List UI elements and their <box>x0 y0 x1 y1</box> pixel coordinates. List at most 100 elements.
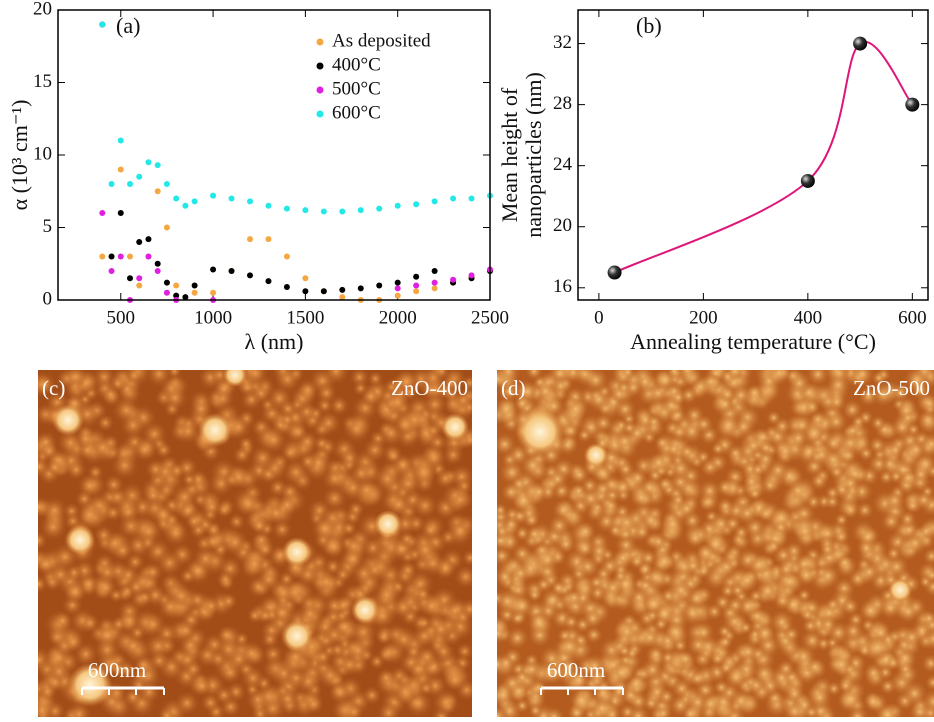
grain <box>871 370 887 386</box>
grain <box>272 604 291 622</box>
data-point <box>108 181 115 187</box>
y-axis-label: α (10³ cm⁻¹) <box>7 100 32 211</box>
image-title: ZnO-400 <box>391 376 468 400</box>
data-point <box>450 276 457 283</box>
grain <box>575 521 596 542</box>
grain <box>232 445 252 465</box>
grain <box>802 617 819 635</box>
data-point <box>136 275 143 282</box>
grain <box>564 588 584 608</box>
x-tick-label: 0 <box>594 307 604 328</box>
grain <box>535 547 560 572</box>
data-point <box>163 289 170 296</box>
data-point <box>431 268 438 274</box>
grain <box>557 434 579 456</box>
grain <box>686 633 710 657</box>
grain <box>214 685 234 706</box>
grain <box>575 554 600 579</box>
grain <box>682 510 703 531</box>
grain <box>629 485 653 509</box>
grain <box>921 653 934 673</box>
grain <box>904 438 927 461</box>
data-point <box>163 181 170 187</box>
y-tick-label: 5 <box>43 216 53 237</box>
grain <box>816 636 832 652</box>
grain <box>512 543 533 564</box>
grain <box>187 590 208 610</box>
particle <box>68 663 112 707</box>
grain <box>582 607 604 630</box>
plot-frame <box>57 9 491 301</box>
grain <box>559 658 577 675</box>
grain <box>669 422 690 442</box>
grain <box>599 555 621 577</box>
data-point <box>431 279 438 286</box>
grain <box>671 677 693 700</box>
particle <box>351 596 379 624</box>
grain <box>623 377 644 398</box>
grain <box>298 452 318 472</box>
grain <box>450 520 471 541</box>
grain <box>841 597 860 616</box>
grain <box>192 676 212 696</box>
particle <box>441 413 469 441</box>
grain <box>310 514 339 543</box>
grain <box>276 494 298 515</box>
grain <box>601 474 623 496</box>
grain <box>243 553 266 575</box>
grain <box>316 410 342 436</box>
grain <box>525 370 544 381</box>
grain <box>343 636 373 665</box>
grain <box>841 474 860 493</box>
grain <box>620 370 636 380</box>
grain <box>431 688 460 717</box>
grain <box>832 528 850 546</box>
grain <box>162 385 188 411</box>
grain <box>276 687 300 711</box>
grain <box>729 383 753 407</box>
grain <box>451 491 469 508</box>
grain <box>409 457 438 486</box>
grain <box>910 380 930 400</box>
y-tick-label: 28 <box>553 93 572 114</box>
grain <box>748 588 764 604</box>
grain <box>804 399 821 415</box>
grain <box>900 410 916 426</box>
grain <box>776 659 796 678</box>
scale-bar-label: 600nm <box>547 658 605 682</box>
grain <box>695 542 716 564</box>
grain <box>157 706 177 717</box>
grain <box>766 370 792 386</box>
grain <box>582 370 609 393</box>
grain <box>183 659 204 680</box>
x-tick-label: 400 <box>794 307 823 328</box>
grain <box>46 459 64 476</box>
grain <box>278 570 296 588</box>
grain <box>108 374 128 393</box>
particle <box>281 620 313 652</box>
afm-image <box>38 370 472 717</box>
grain <box>826 391 847 413</box>
grain <box>109 661 126 677</box>
grain <box>613 430 636 453</box>
grain <box>497 433 516 456</box>
grain <box>297 601 323 627</box>
grain <box>863 662 885 684</box>
grain <box>824 485 841 501</box>
grain <box>395 414 415 435</box>
grain <box>313 647 333 667</box>
data-point <box>394 279 401 286</box>
data-point <box>339 286 346 293</box>
grain <box>510 594 534 618</box>
grain <box>858 445 875 462</box>
grain <box>688 670 706 687</box>
grain <box>414 586 431 603</box>
grain <box>175 418 202 445</box>
grain <box>178 633 203 658</box>
grain <box>640 657 665 682</box>
grain <box>902 530 928 556</box>
x-tick-label: 1000 <box>194 307 232 328</box>
grain <box>80 613 100 633</box>
grain <box>110 451 139 480</box>
